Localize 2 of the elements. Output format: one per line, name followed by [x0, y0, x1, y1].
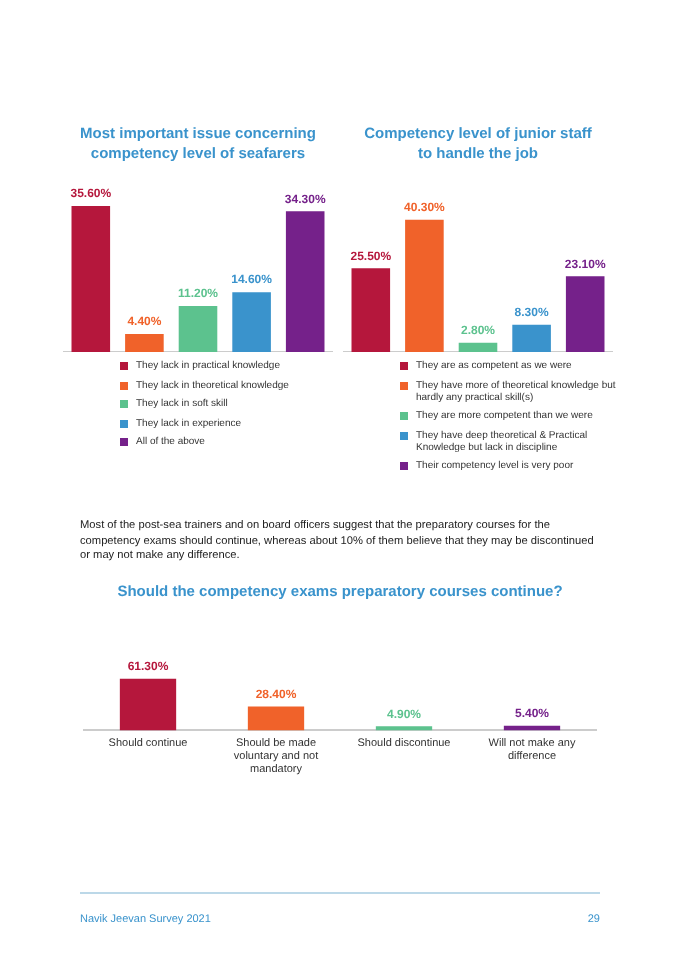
bar: [247, 705, 305, 730]
bar: [119, 677, 177, 730]
